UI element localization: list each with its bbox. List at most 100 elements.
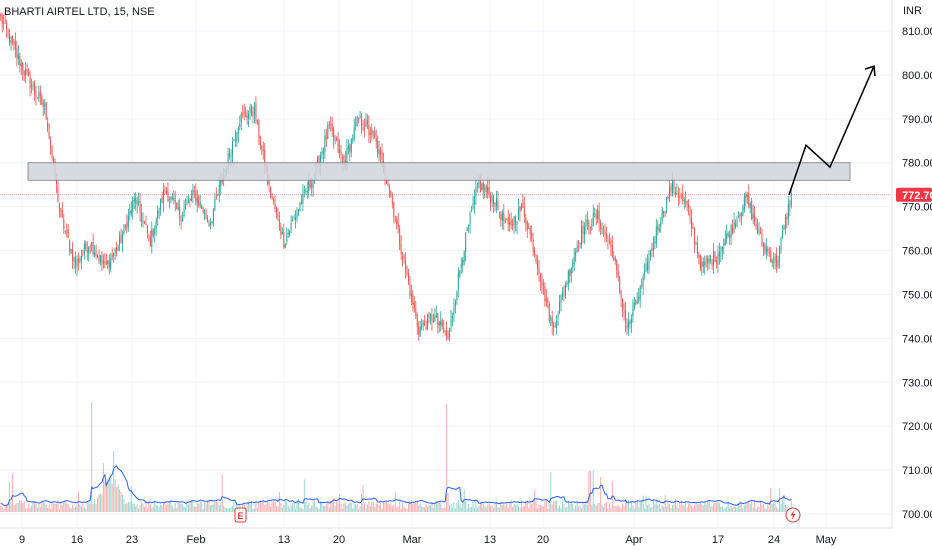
volume-bar: [174, 502, 176, 512]
volume-bar: [671, 505, 673, 512]
volume-bar: [64, 501, 66, 512]
candle: [253, 105, 255, 115]
volume-bar: [510, 500, 512, 512]
candle: [182, 214, 184, 222]
candle: [362, 127, 364, 130]
volume-bar: [227, 508, 229, 512]
volume-bar: [204, 501, 206, 512]
volume-bar: [139, 505, 141, 512]
volume-bar: [724, 507, 726, 512]
candle: [275, 206, 277, 212]
volume-bar: [108, 476, 110, 512]
volume-bar: [600, 477, 602, 512]
volume-bar: [324, 505, 326, 512]
candle: [616, 260, 618, 271]
volume-bar: [130, 485, 132, 512]
candle: [366, 119, 368, 125]
volume-bar: [516, 503, 518, 512]
candle: [762, 243, 764, 247]
last-price-value: 772.70: [902, 190, 932, 202]
volume-bar: [622, 503, 624, 512]
lightning-icon[interactable]: [785, 507, 801, 523]
x-tick-label: 17: [712, 534, 724, 546]
candle: [35, 91, 37, 97]
time-axis[interactable]: 9 16 23 Feb 13 20 Mar 13 20 Apr 17 24 May: [19, 534, 837, 546]
volume-bar: [0, 505, 2, 512]
volume-bar: [569, 503, 571, 512]
candle: [610, 240, 612, 247]
volume-bar: [214, 501, 216, 512]
volume-bar: [770, 488, 772, 512]
volume-bar: [419, 503, 421, 512]
volume-bar: [570, 501, 572, 512]
volume-bar: [177, 502, 179, 512]
volume-bar: [270, 506, 272, 512]
volume-bar: [107, 478, 109, 512]
earnings-marker[interactable]: E: [234, 507, 247, 523]
x-tick-label: 23: [126, 534, 138, 546]
volume-bar: [726, 506, 728, 512]
candle: [434, 316, 436, 322]
volume-bar: [630, 501, 632, 512]
volume-bar: [400, 508, 402, 512]
volume-bar: [346, 505, 348, 512]
x-tick-label: Mar: [403, 534, 422, 546]
candle: [758, 230, 760, 233]
volume-bar: [432, 507, 434, 512]
candle: [268, 181, 270, 185]
candle: [645, 264, 647, 270]
volume-bar: [275, 505, 277, 512]
candle: [724, 238, 726, 246]
volume-bar: [148, 500, 150, 512]
volume-bar: [591, 504, 593, 512]
volume-bar: [185, 507, 187, 512]
volume-bar: [418, 505, 420, 512]
volume-bar: [500, 501, 502, 512]
volume-bar: [277, 506, 279, 512]
candle: [369, 133, 371, 135]
candle: [494, 202, 496, 207]
candle: [209, 223, 211, 226]
candle: [525, 217, 527, 224]
volume-bar: [261, 503, 263, 512]
candle: [663, 211, 665, 214]
volume-bar: [75, 506, 77, 512]
volume-bar: [589, 470, 591, 512]
projection-arrow[interactable]: [788, 65, 875, 196]
volume-bar: [746, 502, 748, 512]
price-axis[interactable]: 810.00 800.00 790.00 780.00 770.00 760.00 750.…: [902, 26, 932, 521]
volume-bar: [311, 505, 313, 512]
volume-bar: [312, 501, 314, 512]
volume-bar: [42, 501, 44, 512]
candle: [566, 283, 568, 284]
candle: [627, 321, 629, 329]
volume-bar: [160, 504, 162, 512]
candle: [0, 14, 2, 16]
volume-bar: [627, 500, 629, 512]
candle: [246, 115, 248, 119]
volume-moving-average-line: [0, 465, 792, 507]
candle: [403, 257, 405, 259]
candle: [713, 251, 715, 265]
candle: [31, 85, 33, 87]
volume-bar: [752, 507, 754, 512]
volume-bar: [334, 505, 336, 512]
candle: [773, 261, 775, 263]
volume-bar: [632, 505, 634, 512]
candle: [107, 260, 109, 264]
volume-bar: [13, 504, 15, 512]
volume-bar: [300, 507, 302, 512]
resistance-zone[interactable]: [27, 162, 851, 181]
volume-bar: [73, 507, 75, 512]
candle: [287, 232, 289, 235]
volume-bar: [38, 503, 40, 512]
candle: [613, 257, 615, 260]
volume-bar: [556, 500, 558, 512]
candle: [699, 255, 701, 269]
volume-bar: [563, 503, 565, 512]
volume-bar: [355, 504, 357, 512]
candle: [691, 217, 693, 229]
volume-bar: [702, 505, 704, 512]
candle: [416, 314, 418, 327]
